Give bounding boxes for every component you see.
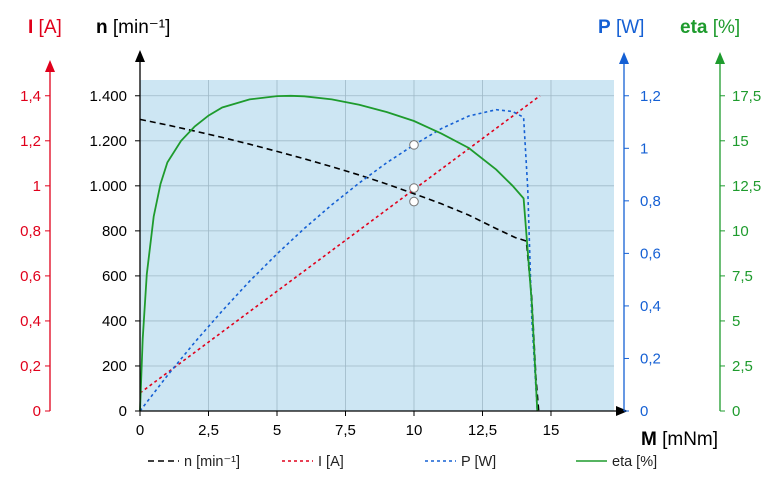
grid xyxy=(140,80,614,411)
x-tick-label: 5 xyxy=(273,422,281,439)
y-tick-label-eta: 10 xyxy=(732,223,749,240)
y-tick-label-P: 0,8 xyxy=(640,193,661,210)
y-tick-label-n: 800 xyxy=(102,223,127,240)
y-tick-label-eta: 15 xyxy=(732,133,749,150)
y-axis-title-I: I [A] xyxy=(28,17,62,38)
y-tick-label-I: 1,4 xyxy=(20,88,41,105)
y-tick-label-n: 400 xyxy=(102,313,127,330)
marker-I xyxy=(409,196,419,207)
y-axis-arrow-I xyxy=(45,60,55,72)
series-line-eta xyxy=(139,94,539,412)
x-tick-label: 10 xyxy=(406,422,423,439)
plot-background xyxy=(140,80,614,411)
x-axis-arrow xyxy=(616,406,628,416)
y-tick-label-I: 1 xyxy=(33,178,41,195)
y-tick-label-eta: 7,5 xyxy=(732,268,753,285)
x-tick-label: 12,5 xyxy=(468,422,497,439)
y-tick-label-P: 0,2 xyxy=(640,350,661,367)
y-tick-label-n: 1.400 xyxy=(89,88,127,105)
y-tick-label-I: 1,2 xyxy=(20,133,41,150)
y-tick-label-n: 200 xyxy=(102,358,127,375)
y-tick-label-I: 0,6 xyxy=(20,268,41,285)
legend-label-n: n [min⁻¹] xyxy=(184,454,240,470)
y-axis-title-eta: eta [%] xyxy=(680,17,740,38)
legend-label-eta: eta [%] xyxy=(612,454,657,470)
plot-area xyxy=(140,80,614,411)
y-tick-label-P: 0 xyxy=(640,403,648,420)
marker-P xyxy=(409,140,419,150)
y-axis-title-P: P [W] xyxy=(598,17,644,38)
legend-label-I: I [A] xyxy=(318,454,344,470)
y-tick-label-I: 0 xyxy=(33,403,41,420)
legend-label-P: P [W] xyxy=(461,454,496,470)
y-tick-label-eta: 17,5 xyxy=(732,88,761,105)
legend: n [min⁻¹] I [A] P [W] eta [%] xyxy=(148,454,657,470)
axes: 0 2,5 5 7,5 10 12,5 15 M [mNm]00,20,40,60,811,2… xyxy=(20,17,761,450)
series-lines xyxy=(139,94,541,412)
x-axis-title: M [mNm] xyxy=(641,429,718,450)
y-tick-label-n: 0 xyxy=(119,403,127,420)
y-axis-arrow-n xyxy=(135,50,145,62)
y-tick-label-P: 1 xyxy=(640,140,648,157)
x-tick-label: 7,5 xyxy=(335,422,356,439)
x-tick-label: 0 xyxy=(136,422,144,439)
series-line-I xyxy=(139,95,541,394)
y-tick-label-P: 0,6 xyxy=(640,245,661,262)
y-tick-label-n: 1.000 xyxy=(89,178,127,195)
y-tick-label-P: 1,2 xyxy=(640,88,661,105)
markers xyxy=(409,140,419,207)
y-tick-label-I: 0,8 xyxy=(20,223,41,240)
y-tick-label-eta: 12,5 xyxy=(732,178,761,195)
marker-n xyxy=(409,183,419,193)
y-tick-label-eta: 2,5 xyxy=(732,358,753,375)
series-line-n xyxy=(139,118,540,412)
x-tick-label: 15 xyxy=(543,422,560,439)
y-tick-label-P: 0,4 xyxy=(640,298,661,315)
y-tick-label-eta: 0 xyxy=(732,403,740,420)
y-tick-label-n: 1.200 xyxy=(89,133,127,150)
y-tick-label-eta: 5 xyxy=(732,313,740,330)
y-tick-label-I: 0,2 xyxy=(20,358,41,375)
y-axis-arrow-eta xyxy=(715,52,725,64)
y-axis-arrow-P xyxy=(619,52,629,64)
y-axis-title-n: n [min⁻¹] xyxy=(96,17,170,38)
x-tick-label: 2,5 xyxy=(198,422,219,439)
y-tick-label-n: 600 xyxy=(102,268,127,285)
y-tick-label-I: 0,4 xyxy=(20,313,41,330)
